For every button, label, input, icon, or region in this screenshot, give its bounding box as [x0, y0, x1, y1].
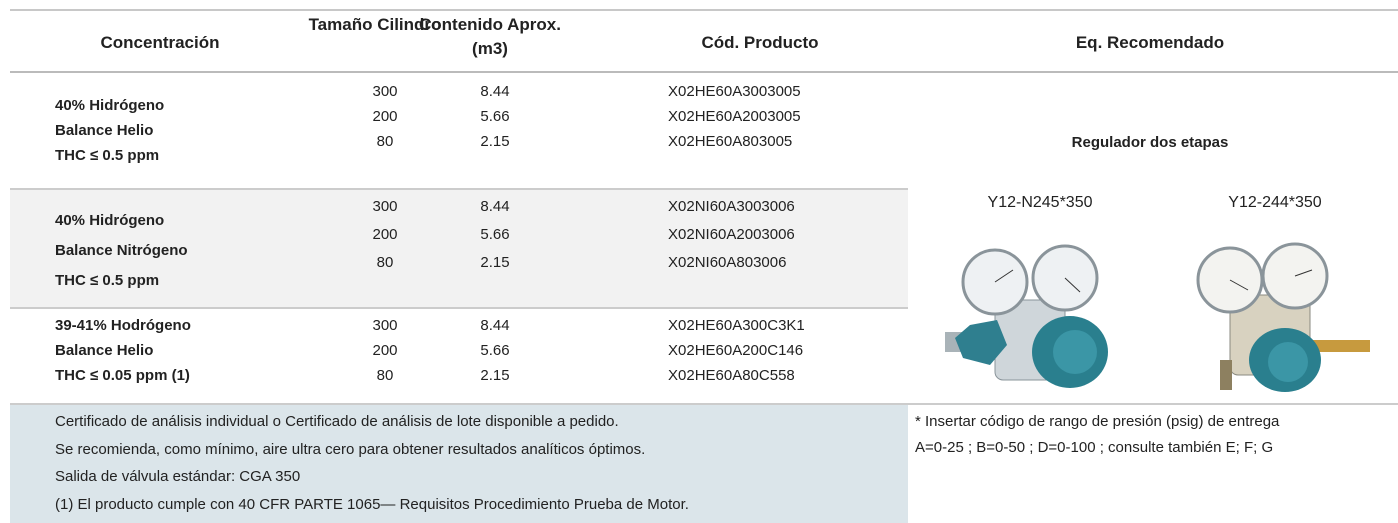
cylinder-size: 200 [372, 342, 398, 359]
pressure-note: * Insertar código de rango de presión (p… [915, 413, 1280, 430]
content: 5.66 [480, 226, 510, 243]
concentration: 39-41% Hodrógeno [55, 317, 191, 334]
rule [10, 9, 1398, 11]
product-code: X02NI60A3003006 [668, 198, 795, 215]
content: 8.44 [480, 317, 510, 334]
cylinder-size: 300 [372, 317, 398, 334]
concentration: THC ≤ 0.5 ppm [55, 272, 160, 289]
rule [10, 307, 908, 309]
concentration: THC ≤ 0.05 ppm (1) [55, 367, 190, 384]
column-header: Cód. Producto [701, 33, 819, 52]
concentration: Balance Nitrógeno [55, 242, 188, 259]
content: 2.15 [480, 367, 510, 384]
column-header: Eq. Recomendado [1075, 33, 1225, 52]
regulator-image [945, 244, 1108, 388]
rule [10, 403, 1398, 405]
content: 8.44 [480, 83, 510, 100]
concentration: Balance Helio [55, 342, 154, 359]
column-header: Contenido Aprox. (m3) [419, 15, 561, 58]
content: 2.15 [480, 254, 510, 271]
concentration: Balance Helio [55, 122, 154, 139]
content: 8.44 [480, 198, 510, 215]
concentration: THC ≤ 0.5 ppm [55, 147, 160, 164]
note: Salida de válvula estándar: CGA 350 [55, 468, 301, 485]
concentration: 40% Hidrógeno [55, 212, 165, 229]
note: Certificado de análisis individual o Cer… [55, 413, 619, 430]
cylinder-size: 200 [372, 108, 398, 125]
product-code: X02NI60A2003006 [668, 226, 795, 243]
regulator-image [1196, 242, 1370, 392]
cylinder-size: 80 [376, 254, 394, 271]
regulator-label: Y12-244*350 [1228, 194, 1322, 211]
cylinder-size: 300 [372, 198, 398, 215]
rule [10, 71, 1398, 73]
column-header: Concentración [100, 33, 220, 52]
row-shade [10, 190, 908, 308]
product-code: X02HE60A300C3K1 [668, 317, 805, 334]
column-header: Tamaño Cilindro [308, 15, 442, 34]
recommended-title: Regulador dos etapas [1071, 134, 1229, 151]
cylinder-size: 80 [376, 367, 394, 384]
notes-shade [10, 404, 908, 523]
product-code: X02NI60A803006 [668, 254, 787, 271]
content: 5.66 [480, 108, 510, 125]
concentration: 40% Hidrógeno [55, 97, 165, 114]
cylinder-size: 80 [376, 133, 394, 150]
product-code: X02HE60A2003005 [668, 108, 801, 125]
product-code: X02HE60A803005 [668, 133, 793, 150]
product-code: X02HE60A80C558 [668, 367, 795, 384]
regulator-label: Y12-N245*350 [987, 194, 1093, 211]
product-code: X02HE60A200C146 [668, 342, 804, 359]
content: 2.15 [480, 133, 510, 150]
content: 5.66 [480, 342, 510, 359]
note: Se recomienda, como mínimo, aire ultra c… [55, 440, 646, 458]
note: (1) El producto cumple con 40 CFR PARTE … [55, 495, 689, 513]
rule [10, 188, 908, 190]
cylinder-size: 300 [372, 83, 398, 100]
product-code: X02HE60A3003005 [668, 83, 801, 100]
cylinder-size: 200 [372, 226, 398, 243]
pressure-note: A=0-25 ; B=0-50 ; D=0-100 ; consulte tam… [915, 439, 1274, 456]
